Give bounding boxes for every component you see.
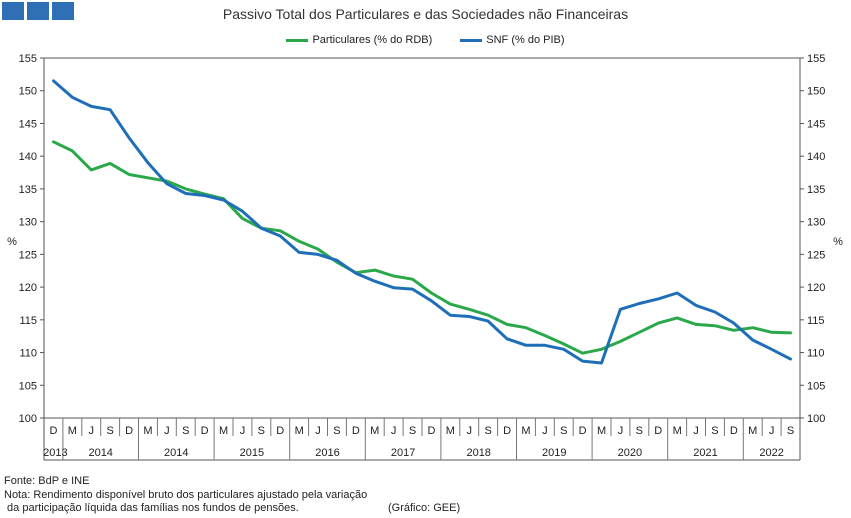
chart-title: Passivo Total dos Particulares e das Soc… — [222, 6, 629, 22]
x-tick-label: D — [352, 425, 360, 437]
y-tick-label-left: 145 — [19, 118, 37, 130]
y-tick-label-right: 125 — [807, 249, 825, 261]
y-tick-label-left: 140 — [19, 151, 37, 163]
y-tick-label-left: 135 — [19, 184, 37, 196]
legend-swatch-snf — [460, 38, 483, 42]
x-tick-label: D — [579, 425, 587, 437]
y-tick-label-right: 100 — [807, 413, 825, 425]
x-tick-label: J — [391, 425, 397, 437]
plot-frame — [43, 57, 801, 419]
x-tick-label: M — [446, 425, 455, 437]
x-tick-label: J — [693, 425, 699, 437]
x-tick-label: S — [258, 425, 265, 437]
y-tick-label-left: 130 — [19, 217, 37, 229]
year-label: 2021 — [693, 447, 717, 459]
x-tick-label: S — [106, 425, 113, 437]
y-tick-label-left: 110 — [19, 348, 37, 360]
x-tick-label: M — [68, 425, 77, 437]
year-label: 2018 — [466, 447, 490, 459]
x-tick-label: M — [597, 425, 606, 437]
y-tick-label-right: 110 — [807, 348, 825, 360]
y-tick-label-left: 115 — [19, 315, 37, 327]
year-label: 2020 — [618, 447, 642, 459]
x-tick-label: J — [769, 425, 775, 437]
x-tick-label: D — [503, 425, 511, 437]
x-tick-label: D — [125, 425, 133, 437]
x-tick-label: J — [315, 425, 321, 437]
year-label: 2014 — [164, 447, 188, 459]
x-tick-label: M — [295, 425, 304, 437]
year-label: 2016 — [315, 447, 339, 459]
x-tick-label: S — [560, 425, 567, 437]
x-tick-label: M — [370, 425, 379, 437]
y-axis-label-right: % — [833, 236, 843, 248]
footer-note-line1: Nota: Rendimento disponível bruto dos pa… — [4, 489, 368, 501]
x-tick-label: D — [427, 425, 435, 437]
logo-block — [27, 2, 49, 20]
footer-source: Fonte: BdP e INE — [4, 475, 90, 487]
y-tick-label-left: 100 — [19, 413, 37, 425]
gee-logo — [2, 2, 74, 20]
x-tick-label: S — [333, 425, 340, 437]
x-tick-label: M — [219, 425, 228, 437]
y-tick-label-left: 120 — [19, 282, 37, 294]
legend-item-particulares: Particulares (% do RDB) — [286, 34, 432, 46]
logo-block — [52, 2, 74, 20]
y-tick-label-left: 105 — [19, 380, 37, 392]
x-tick-label: D — [49, 425, 57, 437]
year-label: 2015 — [240, 447, 264, 459]
x-tick-label: D — [201, 425, 209, 437]
y-tick-label-right: 130 — [807, 217, 825, 229]
legend-item-snf: SNF (% do PIB) — [460, 34, 565, 46]
x-tick-label: S — [409, 425, 416, 437]
x-tick-label: D — [654, 425, 662, 437]
x-tick-label: S — [787, 425, 794, 437]
x-tick-label: S — [182, 425, 189, 437]
x-tick-label: D — [730, 425, 738, 437]
year-label: 2013 — [43, 447, 67, 459]
y-tick-label-left: 155 — [19, 53, 37, 65]
legend-swatch-particulares — [286, 38, 309, 42]
x-tick-label: J — [89, 425, 95, 437]
y-tick-label-left: 150 — [19, 86, 37, 98]
x-tick-label: D — [276, 425, 284, 437]
year-label: 2014 — [88, 447, 112, 459]
x-tick-label: M — [748, 425, 757, 437]
footer-credit: (Gráfico: GEE) — [388, 502, 461, 514]
y-tick-label-left: 125 — [19, 249, 37, 261]
legend-label: SNF (% do PIB) — [486, 34, 565, 46]
year-label: 2019 — [542, 447, 566, 459]
y-tick-label-right: 135 — [807, 184, 825, 196]
logo-block — [2, 2, 24, 20]
y-axis-label-left: % — [7, 236, 17, 248]
footer-note-line2: da participação líquida das famílias nos… — [4, 502, 299, 514]
x-tick-label: J — [467, 425, 473, 437]
y-tick-label-right: 140 — [807, 151, 825, 163]
x-tick-label: J — [240, 425, 246, 437]
x-tick-label: S — [636, 425, 643, 437]
x-tick-label: S — [484, 425, 491, 437]
series-line-snf — [52, 79, 792, 365]
y-tick-label-right: 120 — [807, 282, 825, 294]
legend-label: Particulares (% do RDB) — [312, 34, 433, 46]
x-tick-label: M — [521, 425, 530, 437]
chart-legend: Particulares (% do RDB) SNF (% do PIB) — [0, 34, 851, 46]
y-tick-label-right: 115 — [807, 315, 825, 327]
y-tick-label-right: 155 — [807, 53, 825, 65]
x-tick-label: S — [711, 425, 718, 437]
year-label: 2022 — [759, 447, 783, 459]
year-label: 2017 — [391, 447, 415, 459]
x-tick-label: J — [164, 425, 170, 437]
y-tick-label-right: 150 — [807, 86, 825, 98]
y-tick-label-right: 105 — [807, 380, 825, 392]
x-tick-label: J — [542, 425, 548, 437]
x-tick-label: J — [618, 425, 624, 437]
series-line-particulares — [52, 140, 792, 355]
y-tick-label-right: 145 — [807, 118, 825, 130]
x-tick-label: M — [143, 425, 152, 437]
x-tick-label: M — [673, 425, 682, 437]
